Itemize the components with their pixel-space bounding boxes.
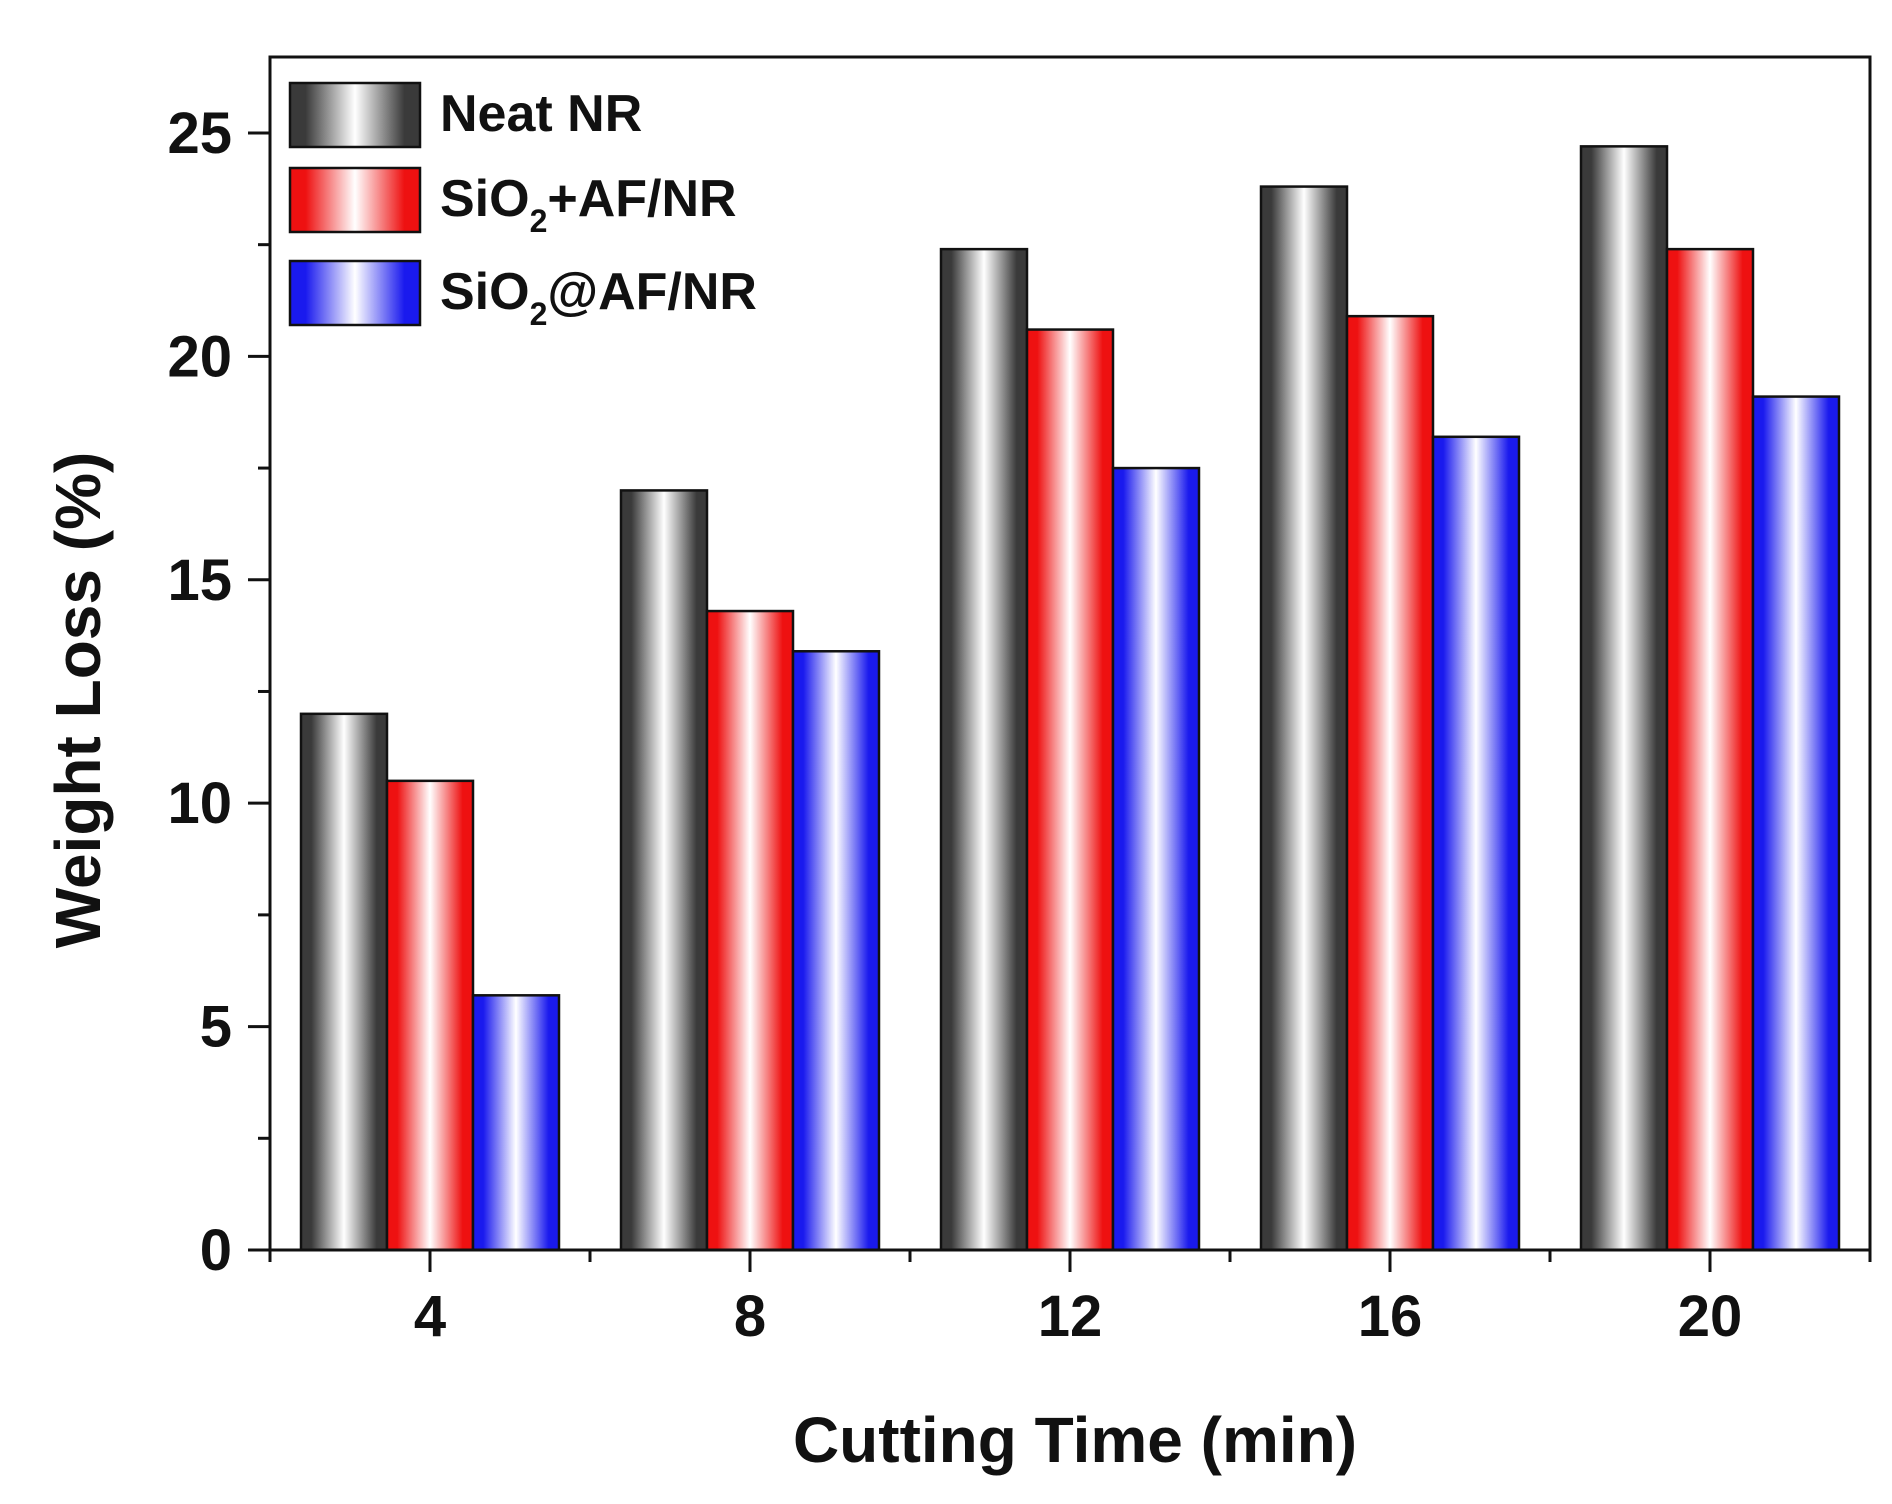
bar-sio2-af-nr-8 [705, 609, 795, 1252]
legend: Neat NR SiO2+AF/NR SiO2@AF/NR [288, 81, 757, 332]
legend-label-2: SiO2+AF/NR [440, 170, 737, 239]
y-tick-label: 0 [200, 1218, 232, 1283]
tick-labels: 0 5 10 15 20 25 4 8 12 16 20 [167, 101, 1742, 1349]
x-tick-label: 20 [1678, 1284, 1743, 1349]
x-axis-title: Cutting Time (min) [793, 1404, 1357, 1476]
legend-swatch-3 [288, 259, 422, 327]
bar-sio2-af-nr-16 [1345, 314, 1435, 1252]
bar-neat-nr-20 [1579, 145, 1669, 1252]
x-tick-label: 8 [734, 1284, 766, 1349]
bar-neat-nr-4 [299, 712, 389, 1252]
bar-sio2-af-nr-20 [1751, 395, 1841, 1252]
bar-sio2-af-nr-16 [1431, 435, 1521, 1252]
legend-swatch-1 [288, 81, 422, 149]
bar-sio2-af-nr-4 [471, 994, 561, 1252]
bar-sio2-af-nr-4 [385, 779, 475, 1252]
bar-sio2-af-nr-12 [1111, 466, 1201, 1252]
bar-sio2-af-nr-8 [791, 650, 881, 1252]
x-tick-label: 16 [1358, 1284, 1423, 1349]
bar-neat-nr-12 [939, 247, 1029, 1252]
y-tick-label: 20 [167, 324, 232, 389]
bar-sio2-af-nr-20 [1665, 247, 1755, 1252]
x-tick-label: 4 [414, 1284, 446, 1349]
legend-label-3: SiO2@AF/NR [440, 263, 757, 332]
y-tick-label: 10 [167, 771, 232, 836]
y-tick-label: 25 [167, 101, 232, 166]
bar-neat-nr-8 [619, 489, 709, 1252]
y-axis-title: Weight Loss (%) [42, 452, 114, 949]
bar-neat-nr-16 [1259, 185, 1349, 1252]
legend-swatch-2 [288, 166, 422, 234]
axis-ticks [248, 131, 1872, 1272]
bar-sio2-af-nr-12 [1025, 328, 1115, 1252]
y-tick-label: 5 [200, 995, 232, 1060]
y-tick-label: 15 [167, 548, 232, 613]
bars-layer [299, 145, 1841, 1252]
x-tick-label: 12 [1038, 1284, 1103, 1349]
legend-label-1: Neat NR [440, 85, 642, 143]
